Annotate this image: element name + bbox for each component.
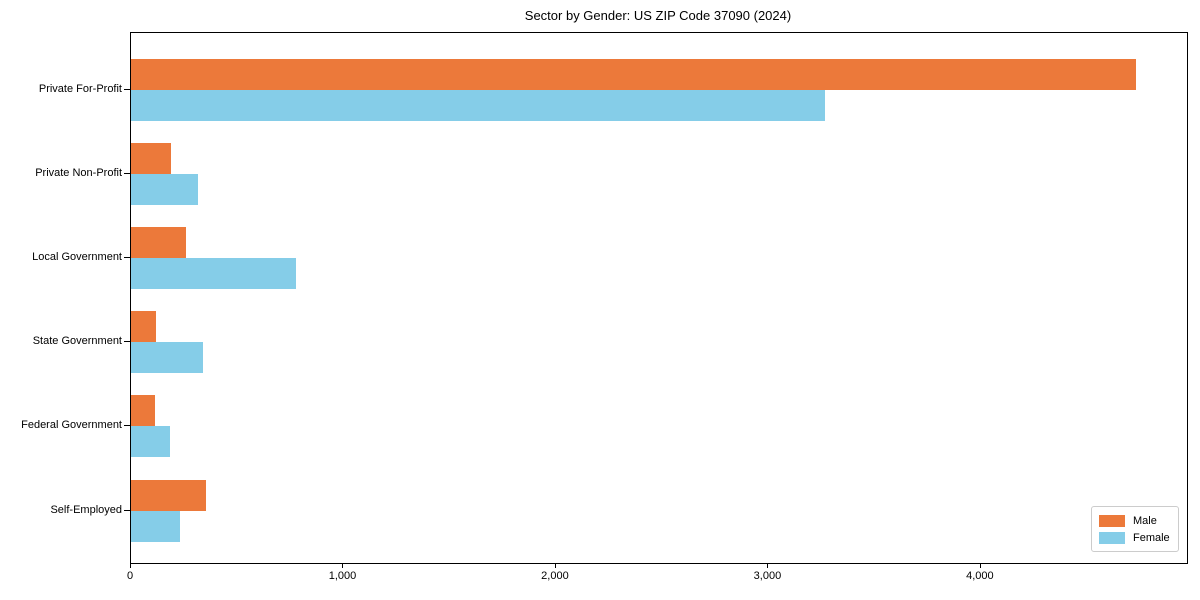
x-tick-label: 2,000 (541, 570, 569, 582)
bar-female-private-for-profit (131, 89, 825, 121)
y-tick-mark (124, 172, 130, 174)
y-axis-category-label: State Government (32, 335, 122, 348)
x-tick-label: 3,000 (753, 570, 782, 582)
x-tick-label: 1,000 (328, 570, 357, 582)
y-axis-category-label: Private For-Profit (38, 82, 122, 95)
x-tick-label: 4,000 (966, 570, 994, 582)
x-tick-label: 0 (126, 570, 134, 582)
y-axis-category-label: Self-Employed (50, 503, 122, 516)
bar-female-local-government (131, 258, 296, 289)
x-tick-mark (554, 563, 556, 568)
x-tick-mark (767, 563, 769, 568)
bar-male-state-government (131, 311, 157, 343)
bar-male-local-government (131, 227, 187, 258)
x-tick-mark (342, 563, 344, 568)
y-axis-category-label: Federal Government (21, 419, 122, 432)
y-tick-mark (124, 341, 130, 343)
bar-female-self-employed (131, 510, 180, 542)
bar-male-private-for-profit (131, 58, 1136, 90)
x-tick-mark (130, 563, 131, 568)
bar-male-federal-government (131, 395, 156, 427)
chart-title: Sector by Gender: US ZIP Code 37090 (202… (524, 8, 792, 23)
legend-item-male: Male (1099, 514, 1178, 527)
bar-female-federal-government (131, 426, 171, 458)
y-tick-mark (124, 257, 130, 258)
legend-label-male: Male (1133, 514, 1157, 527)
legend-item-female: Female (1099, 531, 1178, 544)
y-axis-category-label: Private Non-Profit (35, 166, 122, 179)
bar-female-state-government (131, 342, 204, 374)
legend-label-female: Female (1133, 531, 1170, 544)
y-axis-category-label: Local Government (32, 251, 122, 263)
bar-male-self-employed (131, 479, 207, 511)
legend: Male Female (1091, 506, 1179, 552)
y-tick-mark (124, 509, 130, 511)
male-series-swatch (1099, 514, 1125, 527)
bar-male-private-non-profit (131, 142, 172, 174)
plot-area (130, 32, 1188, 564)
x-tick-mark (979, 563, 981, 568)
female-series-swatch (1099, 531, 1125, 544)
y-tick-mark (124, 88, 130, 90)
y-tick-mark (124, 425, 130, 427)
bar-female-private-non-profit (131, 173, 198, 205)
